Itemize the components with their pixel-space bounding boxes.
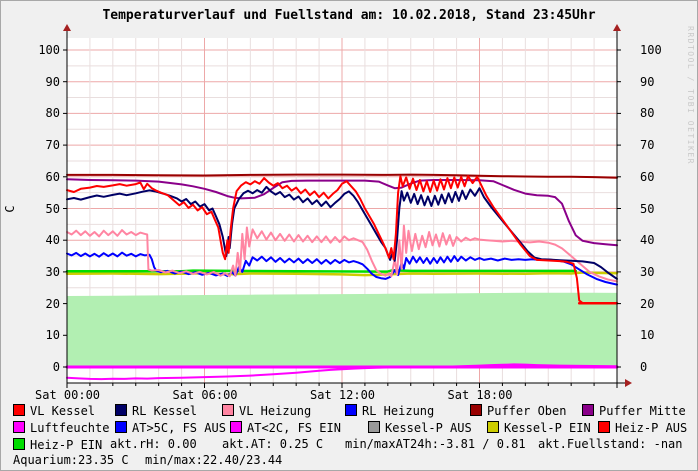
legend-item: Luftfeuchte: [13, 421, 109, 434]
legend-color-swatch: [368, 421, 380, 433]
y-tick-label-right: 80: [640, 106, 655, 121]
legend-item: Kessel-P AUS: [368, 421, 472, 434]
legend-item: Puffer Oben: [470, 404, 566, 417]
legend-color-swatch: [115, 421, 127, 433]
series-line-2: [65, 269, 578, 273]
legend-stat-text: akt.AT: 0.25 C: [222, 438, 323, 450]
y-tick-label-left: 50: [45, 201, 60, 216]
y-tick-label-right: 90: [640, 74, 655, 89]
legend-stat-text: akt.rH: 0.00: [110, 438, 197, 450]
legend-color-swatch: [598, 421, 610, 433]
series-line-6: [66, 173, 618, 179]
x-axis-arrow: [625, 379, 632, 387]
series-line-8: [66, 224, 618, 283]
series-line-9: [66, 185, 618, 280]
y-tick-label-right: 50: [640, 201, 655, 216]
legend-color-swatch: [115, 404, 127, 416]
legend-label: RL Kessel: [132, 404, 198, 418]
series-line-5: [66, 178, 618, 247]
y-tick-label-left: 100: [38, 43, 60, 57]
legend-label: Puffer Mitte: [599, 404, 686, 418]
legend-label: Kessel-P AUS: [385, 421, 472, 435]
y-tick-label-left: 0: [52, 360, 60, 374]
legend-label: akt.rH: 0.00: [110, 437, 197, 451]
legend-label: min/maxAT24h:-3.81 / 0.81: [345, 437, 526, 451]
legend-stat-text: min/max:22.40/23.44: [145, 454, 282, 466]
series-area-0: [67, 292, 617, 367]
rrdtool-watermark: RRDTOOL / TOBI OETIKER: [686, 26, 695, 165]
y-axis-arrow-right: [613, 24, 621, 31]
y-tick-label-left: 20: [45, 296, 60, 311]
legend-item: RL Heizung: [345, 404, 434, 417]
legend-color-swatch: [470, 404, 482, 416]
legend-color-swatch: [582, 404, 594, 416]
legend-label: AT<2C, FS EIN: [247, 421, 341, 435]
legend-label: akt.AT: 0.25 C: [222, 437, 324, 451]
legend-color-swatch: [345, 404, 357, 416]
legend-color-swatch: [13, 404, 25, 416]
legend-item: Heiz-P EIN: [13, 438, 102, 451]
legend-label: min/max:22.40/23.44: [145, 453, 283, 467]
y-tick-label-left: 60: [45, 169, 60, 184]
legend-stat-text: akt.Fuellstand: -nan: [538, 438, 683, 450]
legend-label: RL Heizung: [362, 404, 435, 418]
legend-color-swatch: [487, 421, 499, 433]
y-tick-label-left: 40: [45, 233, 60, 248]
legend-stat-text: min/maxAT24h:-3.81 / 0.81: [345, 438, 526, 450]
series-line-4: [66, 363, 618, 381]
legend-label: Aquarium:23.35 C: [13, 453, 129, 467]
y-tick-label-right: 0: [640, 360, 648, 374]
y-tick-label-right: 20: [640, 296, 655, 311]
legend-color-swatch: [13, 438, 25, 450]
series-line-10: [66, 175, 618, 305]
legend-label: VL Kessel: [30, 404, 96, 418]
y-tick-label-right: 40: [640, 233, 655, 248]
legend-item: Heiz-P AUS: [598, 421, 687, 434]
legend-color-swatch: [13, 421, 25, 433]
legend-item: Kessel-P EIN: [487, 421, 591, 434]
y-tick-label-right: 10: [640, 328, 655, 343]
legend-label: Kessel-P EIN: [504, 421, 591, 435]
legend-label: akt.Fuellstand: -nan: [538, 437, 683, 451]
y-tick-label-right: 30: [640, 264, 655, 279]
legend-label: Luftfeuchte: [30, 421, 110, 435]
x-tick-label: Sat 18:00: [447, 388, 513, 402]
legend-item: VL Heizung: [222, 404, 311, 417]
legend-label: Heiz-P AUS: [615, 421, 688, 435]
y-tick-label-right: 100: [640, 43, 662, 57]
series-line-7: [66, 251, 618, 286]
chart-title: Temperaturverlauf und Fuellstand am: 10.…: [102, 8, 596, 23]
legend-item: RL Kessel: [115, 404, 197, 417]
x-tick-label: Sat 06:00: [172, 388, 238, 402]
y-tick-label-left: 30: [45, 264, 60, 279]
legend-item: AT<2C, FS EIN: [230, 421, 341, 434]
y-tick-label-left: 10: [45, 328, 60, 343]
x-tick-label: Sat 12:00: [310, 388, 376, 402]
legend-color-swatch: [222, 404, 234, 416]
y-tick-label-left: 70: [45, 138, 60, 153]
legend-label: Heiz-P EIN: [30, 438, 103, 452]
legend-item: AT>5C, FS AUS: [115, 421, 226, 434]
x-tick-label: Sat 00:00: [35, 388, 101, 402]
y-axis-arrow-left: [63, 24, 71, 31]
legend-item: Puffer Mitte: [582, 404, 686, 417]
legend-stat-text: Aquarium:23.35 C: [13, 454, 129, 466]
y-tick-label-right: 70: [640, 138, 655, 153]
y-tick-label-right: 60: [640, 169, 655, 184]
legend-label: VL Heizung: [239, 404, 312, 418]
y-tick-label-left: 90: [45, 74, 60, 89]
legend-label: Puffer Oben: [487, 404, 567, 418]
legend-label: AT>5C, FS AUS: [132, 421, 226, 435]
legend-color-swatch: [230, 421, 242, 433]
legend-item: VL Kessel: [13, 404, 95, 417]
y-tick-label-left: 80: [45, 106, 60, 121]
